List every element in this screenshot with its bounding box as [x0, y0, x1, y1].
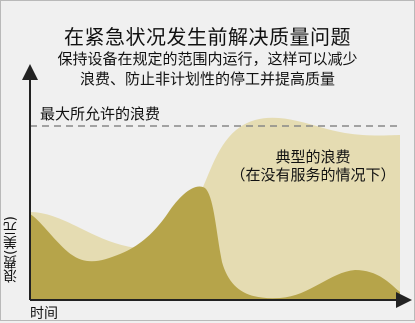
typical-waste-label: 典型的浪费	[275, 148, 351, 166]
managed-waste-area	[30, 186, 400, 300]
subtitle-line-2: 浪费、防止非计划性的停工并提高质量	[79, 70, 335, 88]
diagram-title: 在紧急状况发生前解决质量问题	[64, 25, 351, 49]
subtitle-line-1: 保持设备在规定的范围内运行，这样可以减少	[57, 50, 358, 68]
x-axis-label: 时间	[30, 306, 58, 322]
y-axis-label: 浪费(美元)	[3, 216, 19, 283]
typical-waste-note: （在没有服务的情况下）	[230, 166, 396, 184]
max-waste-label: 最大所允许的浪费	[40, 105, 161, 123]
